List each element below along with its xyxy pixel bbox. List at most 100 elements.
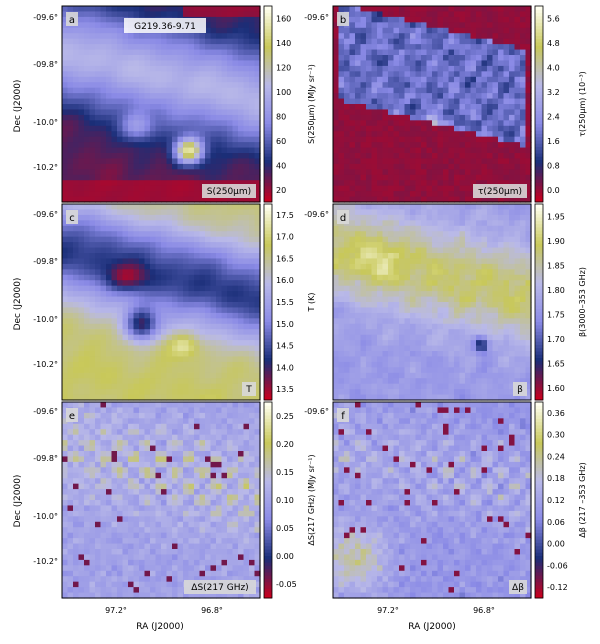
colorbar-tick: 0.05: [276, 524, 294, 533]
colorbar-tick: 1.90: [547, 237, 565, 246]
colorbar-tick: 13.5: [276, 385, 294, 394]
colorbar-tick: 2.4: [547, 112, 560, 121]
colorbar-tick: 17.0: [276, 233, 294, 242]
panel-letter: e: [69, 411, 75, 422]
ra-axis-title-left: RA (J2000): [136, 622, 184, 632]
panel-letter: f: [341, 411, 345, 422]
panel-b: b τ(250μm) 0.0 0.8 1.6 2.4 3.2 4.0 4.8 5.6 τ(250μm…: [332, 5, 587, 203]
colorbar-tick: 1.85: [547, 261, 565, 270]
colorbar-tick: 100: [276, 88, 291, 97]
panel-e: e ΔS(217 GHz) -0.05 0.00 0.05 0.10 0.15 0.20 0.2…: [61, 401, 316, 599]
colorbar-tick: 15.5: [276, 298, 294, 307]
dec-tick: -10.2°: [33, 557, 58, 566]
dec-tick: -10.2°: [33, 360, 58, 369]
colorbar-tick: 20: [276, 186, 286, 195]
dec-tick: -09.6°: [33, 13, 58, 22]
colorbar-title: ΔS(217 GHz) (MJy sr⁻¹): [307, 454, 316, 545]
panel-letter: b: [340, 15, 346, 26]
panel-frame: [332, 401, 532, 599]
panel-frame: [61, 203, 261, 401]
dec-tick: -09.8°: [33, 454, 58, 463]
colorbar-tick: 0.06: [547, 518, 565, 527]
dec-tick: -10.0°: [33, 512, 58, 521]
colorbar-tick: 0.10: [276, 496, 294, 505]
panel-c: c T 13.5 14.0 14.5 15.0 15.5 16.0 16.5 17.0 17.5 T …: [61, 203, 316, 401]
colorbar-tick: 0.15: [276, 468, 294, 477]
map-e: [62, 402, 261, 599]
ra-axis-title-right: RA (J2000): [408, 622, 456, 632]
colorbar-tick: -0.05: [276, 580, 297, 589]
panel-symbol: Δβ: [512, 583, 524, 593]
colorbar-tick: 160: [276, 14, 291, 23]
colorbar-tick: 0.8: [547, 161, 560, 170]
panel-symbol: β: [517, 385, 523, 395]
object-name: G219.36-9.71: [134, 22, 196, 32]
panel-letter: a: [69, 15, 75, 26]
colorbar-title: Δβ (217 –353 GHz): [578, 462, 587, 537]
dec-tick: -09.6°: [304, 210, 329, 219]
colorbar-tick: 0.20: [276, 440, 294, 449]
ra-tick: 97.2°: [105, 606, 127, 615]
map-c: [62, 204, 261, 401]
dec-tick: -09.6°: [33, 210, 58, 219]
dec-axis-title-row3: Dec (J2000): [13, 475, 23, 528]
colorbar-tick: 1.80: [547, 286, 565, 295]
colorbar-title: β(3000–353 GHz): [578, 267, 587, 337]
colorbar-tick: 60: [276, 137, 286, 146]
panel-symbol: T: [245, 385, 252, 395]
dec-tick: -09.8°: [33, 60, 58, 69]
colorbar-tick: 0.36: [547, 409, 565, 418]
dec-tick: -10.2°: [33, 163, 58, 172]
colorbar-title: S(250μm) (MJy sr⁻¹): [307, 64, 316, 144]
map-b: [333, 6, 532, 203]
colorbar-tick: 120: [276, 63, 291, 72]
colorbar-tick: 14.0: [276, 363, 294, 372]
colorbar-tick: 0.0: [547, 186, 560, 195]
colorbar-tick: 16.0: [276, 276, 294, 285]
colorbar-title: τ(250μm) (10⁻³): [578, 71, 587, 137]
panel-d: d β 1.60 1.65 1.70 1.75 1.80 1.85 1.90 1.95 β(3000…: [332, 203, 587, 401]
panel-frame: [332, 5, 532, 203]
colorbar-tick: 1.95: [547, 212, 565, 221]
colorbar-tick: -0.06: [547, 561, 568, 570]
dec-axis-title-row1: Dec (J2000): [13, 80, 23, 133]
dec-axis-title-row2: Dec (J2000): [13, 278, 23, 331]
colorbar-tick: 0.12: [547, 496, 565, 505]
panel-a: a S(250μm) 20 40 60 80 100 120 140 160 S(250μm) (M…: [61, 5, 316, 203]
colorbar-tick: 4.8: [547, 39, 560, 48]
ra-tick: 96.8°: [201, 606, 223, 615]
colorbar-tick: 0.24: [547, 452, 565, 461]
panel-letter: c: [69, 213, 75, 224]
map-d: [333, 204, 532, 401]
object-name-box: G219.36-9.71: [124, 18, 206, 33]
panel-frame: [332, 203, 532, 401]
colorbar-tick: 3.2: [547, 88, 560, 97]
panel-letter: d: [340, 213, 346, 224]
panel-symbol: ΔS(217 GHz): [191, 583, 248, 593]
colorbar-tick: 140: [276, 39, 291, 48]
colorbar-tick: 4.0: [547, 63, 560, 72]
colorbar-tick: 1.65: [547, 359, 565, 368]
dec-tick-labels: -09.6° -09.8° -10.0° -10.2° -09.6° -09.8…: [33, 13, 329, 566]
colorbar-tick: 40: [276, 161, 286, 170]
dec-tick: -10.0°: [33, 315, 58, 324]
ra-tick: 96.8°: [473, 606, 495, 615]
colorbar-tick: 1.60: [547, 384, 565, 393]
dec-tick: -09.8°: [33, 257, 58, 266]
ra-tick-labels: 97.2° 96.8° 97.2° 96.8°: [105, 606, 495, 615]
dec-tick: -10.0°: [33, 118, 58, 127]
colorbar-tick: 1.6: [547, 137, 560, 146]
colorbar-tick: 16.5: [276, 254, 294, 263]
colorbar-tick: 14.5: [276, 342, 294, 351]
colorbar-tick: 0.00: [276, 552, 294, 561]
panel-symbol: S(250μm): [207, 187, 251, 197]
colorbar-tick: 0.18: [547, 474, 565, 483]
colorbar-tick: 17.5: [276, 211, 294, 220]
colorbar-tick: 15.0: [276, 320, 294, 329]
ra-tick: 97.2°: [377, 606, 399, 615]
colorbar-tick: 0.00: [547, 540, 565, 549]
colorbar-e: -0.05 0.00 0.05 0.10 0.15 0.20 0.25 ΔS(217 GHz)…: [263, 401, 316, 599]
map-f: [333, 402, 532, 599]
panel-frame: [61, 5, 261, 203]
